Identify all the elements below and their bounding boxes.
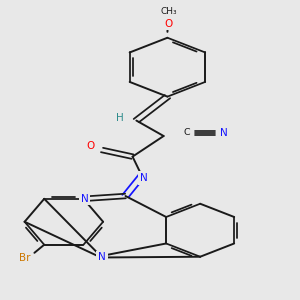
Text: O: O xyxy=(86,141,94,151)
Text: N: N xyxy=(220,128,227,138)
Text: N: N xyxy=(140,173,148,183)
Text: CH₃: CH₃ xyxy=(160,7,177,16)
Text: O: O xyxy=(164,19,173,29)
Text: C: C xyxy=(184,128,190,137)
Text: Br: Br xyxy=(20,253,31,262)
Text: N: N xyxy=(98,253,106,262)
Text: N: N xyxy=(81,194,88,204)
Text: H: H xyxy=(116,112,124,123)
